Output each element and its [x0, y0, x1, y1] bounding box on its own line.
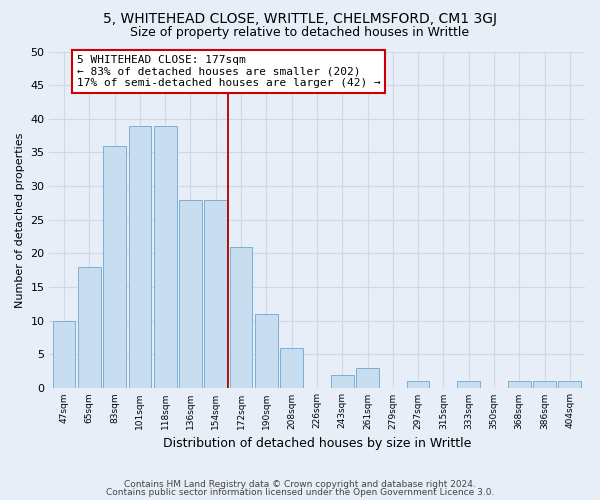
Bar [103, 146, 126, 388]
X-axis label: Distribution of detached houses by size in Writtle: Distribution of detached houses by size … [163, 437, 471, 450]
Bar [230, 246, 253, 388]
Bar [508, 382, 530, 388]
Bar [53, 321, 76, 388]
Bar [559, 382, 581, 388]
Bar [457, 382, 480, 388]
Text: 5 WHITEHEAD CLOSE: 177sqm
← 83% of detached houses are smaller (202)
17% of semi: 5 WHITEHEAD CLOSE: 177sqm ← 83% of detac… [77, 55, 380, 88]
Bar [356, 368, 379, 388]
Bar [407, 382, 430, 388]
Text: Size of property relative to detached houses in Writtle: Size of property relative to detached ho… [130, 26, 470, 39]
Text: Contains HM Land Registry data © Crown copyright and database right 2024.: Contains HM Land Registry data © Crown c… [124, 480, 476, 489]
Bar [179, 200, 202, 388]
Y-axis label: Number of detached properties: Number of detached properties [15, 132, 25, 308]
Bar [78, 267, 101, 388]
Bar [255, 314, 278, 388]
Bar [128, 126, 151, 388]
Text: Contains public sector information licensed under the Open Government Licence 3.: Contains public sector information licen… [106, 488, 494, 497]
Bar [154, 126, 176, 388]
Bar [331, 374, 353, 388]
Bar [280, 348, 303, 388]
Bar [533, 382, 556, 388]
Text: 5, WHITEHEAD CLOSE, WRITTLE, CHELMSFORD, CM1 3GJ: 5, WHITEHEAD CLOSE, WRITTLE, CHELMSFORD,… [103, 12, 497, 26]
Bar [205, 200, 227, 388]
